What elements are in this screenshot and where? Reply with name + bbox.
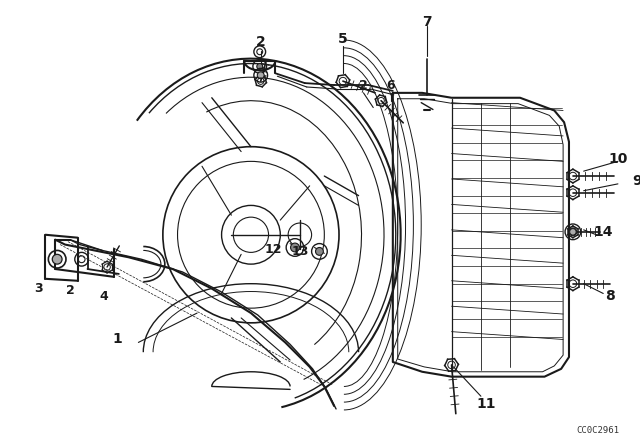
Text: 13: 13 <box>291 245 308 258</box>
Circle shape <box>569 228 577 236</box>
Text: 6: 6 <box>387 78 395 91</box>
Text: 9: 9 <box>633 174 640 188</box>
Circle shape <box>257 72 264 79</box>
Text: 14: 14 <box>593 225 613 239</box>
Text: 3: 3 <box>35 282 43 295</box>
Text: 11: 11 <box>476 397 495 411</box>
Circle shape <box>291 243 300 252</box>
Text: 8: 8 <box>605 289 615 303</box>
Circle shape <box>316 247 323 255</box>
Text: 2: 2 <box>359 78 368 91</box>
Circle shape <box>52 254 62 264</box>
Text: 12: 12 <box>265 243 282 256</box>
Text: 5: 5 <box>338 32 348 46</box>
Text: CC0C2961: CC0C2961 <box>577 426 620 435</box>
Text: 2: 2 <box>65 284 74 297</box>
Text: 1: 1 <box>112 332 122 346</box>
Text: 2: 2 <box>256 35 266 49</box>
Text: 7: 7 <box>422 15 432 30</box>
Circle shape <box>257 64 262 69</box>
Text: 4: 4 <box>100 290 109 303</box>
Text: 10: 10 <box>608 152 628 166</box>
